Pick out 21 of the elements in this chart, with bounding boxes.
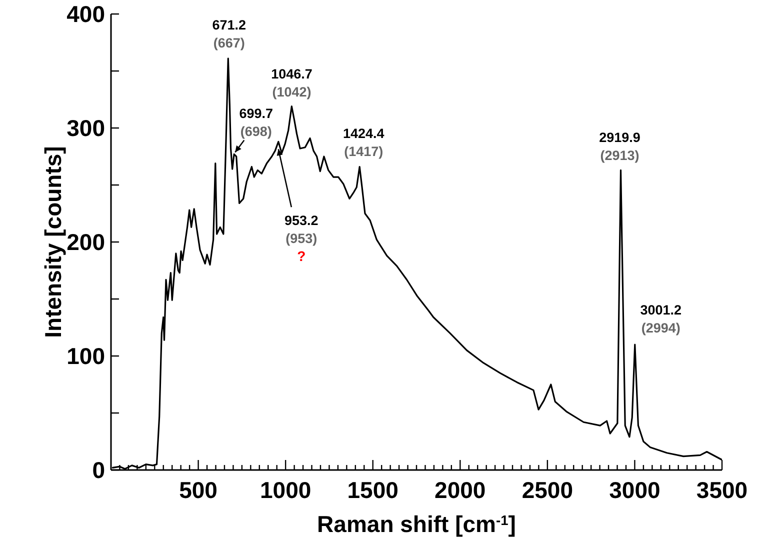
annotation: 3001.2 (2994) — [640, 302, 682, 336]
x-axis-title: Raman shift [cm$^{-1}$] — [317, 511, 516, 537]
x-tick-label: 1000 — [260, 477, 312, 503]
y-tick-label: 300 — [66, 115, 105, 141]
y-tick-label: 400 — [66, 1, 105, 27]
y-tick-label: 200 — [66, 229, 105, 255]
y-tick-label: 100 — [66, 343, 105, 369]
y-tick-label: 0 — [92, 457, 105, 483]
annotation: 953.2 (953) ? — [284, 213, 318, 264]
x-tick-label: 1500 — [347, 477, 398, 503]
x-tick-label: 3000 — [609, 477, 660, 503]
annotation: 699.7 (698) — [239, 106, 274, 140]
x-tick-label: 2000 — [434, 477, 486, 503]
x-tick-label: 2500 — [522, 477, 574, 503]
x-tick-label: 3500 — [696, 477, 748, 503]
annotation: 1046.7 (1042) — [271, 66, 312, 100]
annotation: 2919.9 (2913) — [599, 130, 640, 164]
annotation: 1424.4 (1417) — [343, 126, 385, 159]
y-axis-title: Intensity [counts] — [40, 146, 66, 338]
annotation: 671.2 (667) — [212, 17, 246, 50]
x-tick-label: 500 — [179, 477, 218, 503]
